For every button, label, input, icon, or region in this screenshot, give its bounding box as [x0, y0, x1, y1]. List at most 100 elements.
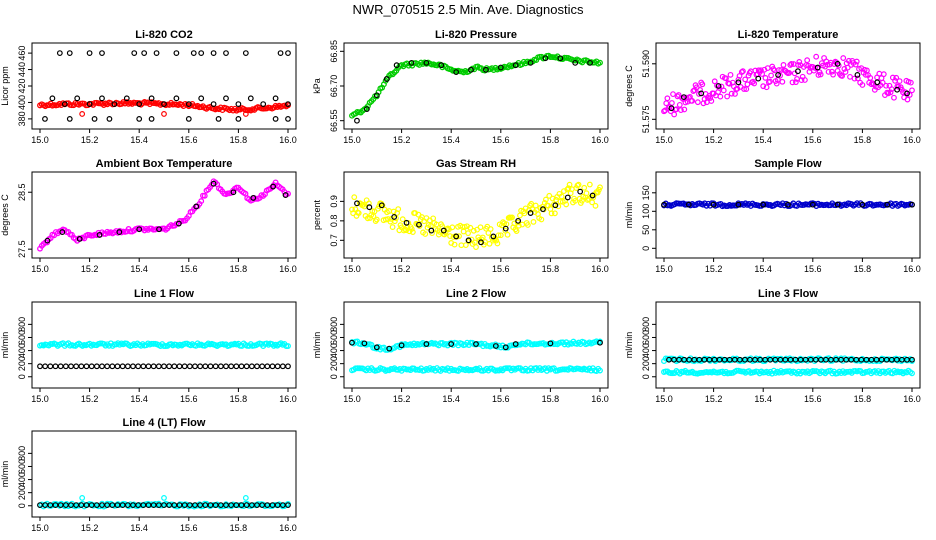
data-point: [355, 210, 362, 216]
data-point: [907, 79, 914, 86]
data-point: [422, 231, 429, 237]
series-dense: [37, 178, 291, 252]
data-point: [727, 71, 734, 78]
data-point: [577, 188, 584, 195]
data-point: [664, 95, 671, 102]
data-point: [707, 95, 714, 101]
series-samples: [668, 60, 910, 112]
data-point: [565, 185, 572, 192]
y-tick-label: 400: [17, 343, 27, 358]
data-point: [409, 229, 416, 236]
data-point: [285, 50, 291, 57]
data-point: [230, 189, 237, 196]
series-samples: [354, 188, 596, 246]
data-point: [715, 83, 722, 89]
x-tick-label: 15.8: [230, 394, 248, 404]
y-axis-label: Licor ppm: [0, 66, 10, 106]
data-point: [233, 363, 240, 370]
data-point: [671, 111, 678, 118]
plot-frame: [343, 301, 609, 389]
data-point: [210, 101, 217, 107]
series-dense: [349, 181, 603, 250]
y-axis-label: ml/min: [624, 332, 634, 359]
y-tick-label: 200: [17, 356, 27, 371]
x-tick-label: 15.4: [130, 523, 148, 533]
data-point: [690, 88, 697, 94]
data-point: [681, 106, 688, 113]
data-point: [74, 95, 81, 102]
data-point: [557, 55, 564, 62]
x-tick-label: 15.6: [492, 135, 510, 145]
data-point: [79, 111, 86, 117]
data-point: [42, 363, 49, 370]
data-point: [57, 363, 64, 370]
data-point: [492, 343, 499, 349]
x-tick-label: 15.8: [542, 264, 560, 274]
x-tick-label: 15.4: [130, 264, 148, 274]
data-point: [429, 230, 435, 237]
data-point: [768, 72, 774, 79]
data-point: [814, 64, 821, 71]
data-point: [403, 227, 410, 234]
data-point: [542, 196, 549, 203]
data-point: [215, 115, 222, 122]
data-point: [809, 201, 816, 208]
data-point: [66, 50, 73, 57]
x-tick-label: 15.0: [343, 394, 361, 404]
data-point: [513, 228, 520, 234]
data-point: [42, 115, 48, 122]
data-point: [891, 94, 897, 101]
data-point: [724, 93, 731, 100]
x-tick-label: 15.8: [230, 523, 248, 533]
x-tick-label: 15.2: [81, 264, 99, 274]
y-tick-label: 100: [641, 204, 651, 219]
data-point: [876, 70, 883, 77]
data-point: [364, 215, 371, 222]
y-tick-label: 460: [17, 46, 27, 61]
data-point: [755, 75, 762, 82]
data-point: [76, 236, 83, 242]
x-tick-label: 16.0: [279, 135, 297, 145]
data-point: [735, 76, 742, 83]
data-point: [259, 363, 266, 370]
data-point: [581, 184, 588, 191]
data-point: [767, 78, 773, 85]
data-point: [373, 344, 380, 351]
y-tick-label: 400: [329, 343, 339, 358]
panel-title: Line 4 (LT) Flow: [123, 417, 206, 429]
data-point: [145, 363, 152, 370]
data-point: [47, 363, 54, 370]
data-point: [193, 203, 200, 210]
x-tick-label: 15.2: [393, 264, 411, 274]
data-point: [173, 50, 180, 57]
data-point: [735, 201, 742, 208]
data-point: [530, 219, 537, 225]
data-point: [99, 50, 105, 57]
y-tick-label: 0.7: [329, 234, 339, 247]
data-point: [447, 233, 453, 240]
data-point: [859, 82, 866, 88]
data-point: [879, 79, 886, 86]
data-point: [449, 224, 456, 231]
data-point: [744, 81, 751, 88]
y-tick-label: 380: [17, 111, 27, 126]
panel-title: Li-820 Pressure: [435, 29, 517, 41]
data-point: [552, 210, 558, 217]
data-point: [155, 363, 162, 370]
data-point: [795, 62, 802, 68]
data-point: [389, 224, 396, 230]
data-point: [52, 363, 59, 370]
data-point: [285, 363, 291, 370]
y-tick-label: 51.590: [641, 50, 651, 78]
x-tick-label: 15.8: [854, 264, 872, 274]
series-cyan-low: [349, 365, 603, 374]
data-point: [847, 73, 853, 80]
data-point: [497, 64, 504, 71]
y-tick-label: 66.70: [329, 75, 339, 98]
y-tick-label: 28.5: [17, 183, 27, 201]
data-point: [708, 98, 715, 104]
x-tick-label: 16.0: [279, 394, 297, 404]
data-point: [247, 95, 254, 102]
data-point: [369, 208, 376, 214]
